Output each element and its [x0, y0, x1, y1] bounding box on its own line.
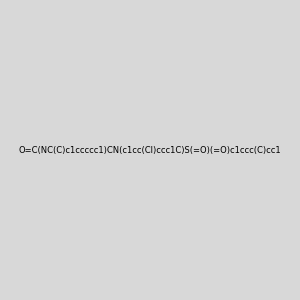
Text: O=C(NC(C)c1ccccc1)CN(c1cc(Cl)ccc1C)S(=O)(=O)c1ccc(C)cc1: O=C(NC(C)c1ccccc1)CN(c1cc(Cl)ccc1C)S(=O)…: [19, 146, 281, 154]
